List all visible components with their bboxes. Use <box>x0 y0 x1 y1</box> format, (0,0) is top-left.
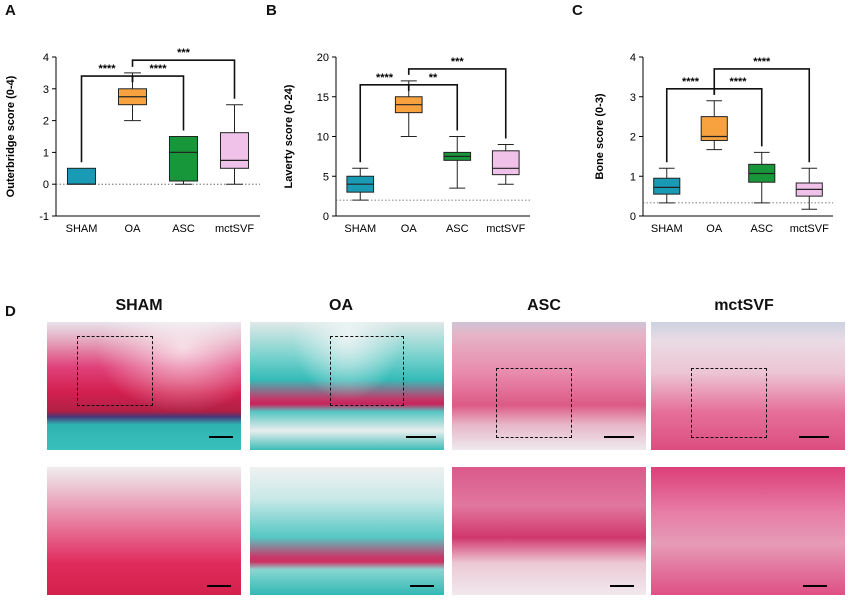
histology-title-sham: SHAM <box>115 297 163 314</box>
histology-sham-low <box>47 322 241 450</box>
x-tick-label: SHAM <box>344 223 376 235</box>
significance-label: *** <box>177 47 191 59</box>
y-tick-label: 2 <box>43 116 49 128</box>
scale-bar <box>799 436 829 438</box>
scale-bar <box>209 436 233 438</box>
y-tick-label: 0 <box>43 179 49 191</box>
y-tick-label: 3 <box>43 84 49 96</box>
box-sham <box>66 167 97 185</box>
y-axis-label: Bone score (0-3) <box>594 93 606 180</box>
chart-outerbridge: -1 0 1 2 3 4 Outerbridge score (0-4) SHAM OA ASC m… <box>5 47 260 235</box>
histology-title-oa: OA <box>329 297 353 314</box>
panel-label-c: C <box>572 2 583 19</box>
panel-label-a: A <box>5 2 16 19</box>
histology-title-asc: ASC <box>527 297 561 314</box>
y-tick-label: 10 <box>317 132 329 144</box>
y-tick-label: 5 <box>323 171 329 183</box>
histology-mctsvf-high <box>651 467 845 595</box>
histology-oa-high <box>250 467 444 595</box>
significance-label: **** <box>753 56 771 68</box>
y-tick-label: 0 <box>323 211 329 223</box>
x-tick-label: OA <box>706 223 723 235</box>
roi-box <box>496 368 572 438</box>
roi-box <box>77 336 153 406</box>
x-tick-label: ASC <box>750 223 773 235</box>
x-tick-label: ASC <box>446 223 469 235</box>
y-tick-label: 0 <box>630 211 636 223</box>
histology-mctsvf-low <box>651 322 845 450</box>
x-tick-label: SHAM <box>66 223 98 235</box>
x-tick-label: mctSVF <box>486 223 525 235</box>
significance-label: **** <box>682 76 700 88</box>
significance-label: **** <box>729 76 747 88</box>
y-tick-label: 1 <box>630 171 636 183</box>
x-tick-label: mctSVF <box>790 223 829 235</box>
y-tick-label: -1 <box>39 211 49 223</box>
x-tick-label: OA <box>401 223 418 235</box>
x-tick-label: mctSVF <box>215 223 254 235</box>
box-plot-panels: -1 0 1 2 3 4 Outerbridge score (0-4) SHAM OA ASC m… <box>0 0 858 290</box>
x-tick-label: SHAM <box>651 223 683 235</box>
significance-bracket <box>407 68 507 139</box>
y-tick-label: 1 <box>43 147 49 159</box>
histology-asc-high <box>452 467 646 595</box>
significance-bracket <box>131 75 185 131</box>
x-tick-label: ASC <box>172 223 195 235</box>
box-mctsvf <box>219 132 250 169</box>
significance-label: **** <box>98 63 116 75</box>
box-oa <box>700 116 728 141</box>
significance-bracket <box>131 59 236 99</box>
y-tick-label: 3 <box>630 92 636 104</box>
significance-label: **** <box>149 63 167 75</box>
scale-bar <box>610 585 634 587</box>
histology-title-mctsvf: mctSVF <box>714 297 774 314</box>
significance-label: ** <box>429 72 438 84</box>
significance-bracket <box>407 84 459 131</box>
histology-sham-high <box>47 467 241 595</box>
panel-label-b: B <box>266 2 277 19</box>
significance-label: **** <box>376 72 394 84</box>
y-axis-label: Outerbridge score (0-4) <box>5 75 17 197</box>
scale-bar <box>604 436 634 438</box>
histology-asc-low <box>452 322 646 450</box>
scale-bar <box>803 585 827 587</box>
significance-label: *** <box>451 56 465 68</box>
chart-bone: 0 1 2 3 4 Bone score (0-3) SHAM OA ASC mctSVF ****… <box>594 52 833 235</box>
scale-bar <box>410 585 434 587</box>
y-tick-label: 15 <box>317 92 329 104</box>
box-asc <box>168 136 199 182</box>
scale-bar <box>406 436 436 438</box>
histology-oa-low <box>250 322 444 450</box>
scale-bar <box>207 585 231 587</box>
box-mctsvf <box>491 150 520 176</box>
y-tick-label: 4 <box>43 52 49 64</box>
significance-bracket <box>713 68 811 163</box>
y-tick-label: 20 <box>317 52 329 64</box>
y-tick-label: 4 <box>630 52 636 64</box>
y-axis-label: Laverty score (0-24) <box>283 84 295 188</box>
chart-laverty: 0 5 10 15 20 Laverty score (0-24) SHAM OA ASC mct… <box>283 52 530 235</box>
roi-box <box>330 336 404 406</box>
panel-label-d: D <box>5 303 16 320</box>
y-tick-label: 2 <box>630 132 636 144</box>
x-tick-label: OA <box>125 223 142 235</box>
box-sham <box>653 177 681 195</box>
roi-box <box>691 368 767 438</box>
